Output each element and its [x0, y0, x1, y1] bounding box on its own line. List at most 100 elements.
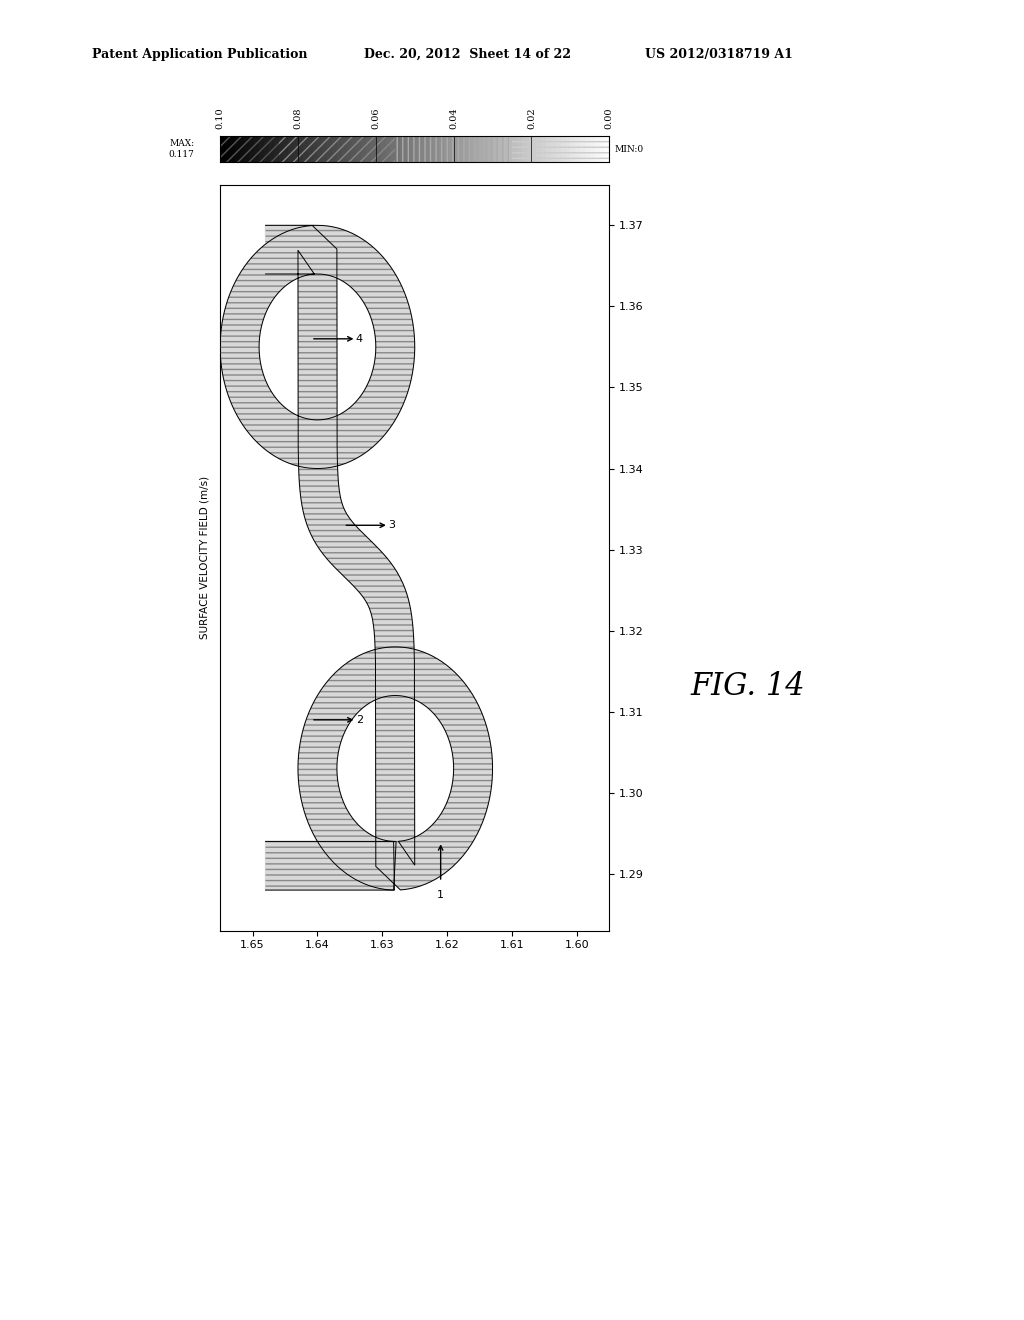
- Bar: [395, 136, 400, 162]
- Bar: [346, 136, 351, 162]
- Bar: [604, 136, 609, 162]
- Bar: [404, 136, 410, 162]
- Bar: [410, 136, 415, 162]
- Bar: [434, 136, 439, 162]
- Bar: [585, 136, 590, 162]
- Bar: [556, 136, 561, 162]
- Text: 3: 3: [388, 520, 395, 531]
- Bar: [537, 136, 542, 162]
- Bar: [298, 136, 303, 162]
- Bar: [317, 136, 323, 162]
- Bar: [356, 136, 361, 162]
- Bar: [273, 136, 279, 162]
- Bar: [429, 136, 434, 162]
- Bar: [289, 136, 293, 162]
- Bar: [371, 136, 376, 162]
- Bar: [220, 136, 225, 162]
- Bar: [517, 136, 522, 162]
- Bar: [376, 136, 381, 162]
- Text: MAX:
0.117: MAX: 0.117: [169, 140, 195, 158]
- Bar: [454, 136, 459, 162]
- Bar: [522, 136, 526, 162]
- Bar: [541, 136, 546, 162]
- Bar: [351, 136, 356, 162]
- Bar: [268, 136, 273, 162]
- Bar: [493, 136, 498, 162]
- Text: 0.06: 0.06: [372, 108, 380, 129]
- Y-axis label: SURFACE VELOCITY FIELD (m/s): SURFACE VELOCITY FIELD (m/s): [199, 477, 209, 639]
- Bar: [385, 136, 390, 162]
- Bar: [502, 136, 507, 162]
- Bar: [400, 136, 406, 162]
- Text: 0.00: 0.00: [605, 108, 613, 129]
- Bar: [570, 136, 575, 162]
- Text: 1: 1: [437, 890, 444, 900]
- Bar: [483, 136, 487, 162]
- Bar: [395, 136, 512, 162]
- Bar: [361, 136, 367, 162]
- Bar: [337, 136, 342, 162]
- Bar: [342, 136, 346, 162]
- Bar: [459, 136, 463, 162]
- Bar: [565, 136, 570, 162]
- Bar: [512, 136, 609, 162]
- Text: 0.04: 0.04: [450, 108, 458, 129]
- Bar: [478, 136, 483, 162]
- Bar: [303, 136, 307, 162]
- Bar: [590, 136, 595, 162]
- Bar: [531, 136, 537, 162]
- Bar: [487, 136, 493, 162]
- Bar: [323, 136, 328, 162]
- Bar: [328, 136, 332, 162]
- Bar: [250, 136, 254, 162]
- Bar: [264, 136, 268, 162]
- Bar: [420, 136, 424, 162]
- Text: Dec. 20, 2012  Sheet 14 of 22: Dec. 20, 2012 Sheet 14 of 22: [364, 48, 570, 61]
- Bar: [444, 136, 449, 162]
- Bar: [381, 136, 386, 162]
- Bar: [254, 136, 259, 162]
- Bar: [225, 136, 229, 162]
- Bar: [390, 136, 395, 162]
- Bar: [468, 136, 473, 162]
- Bar: [415, 136, 420, 162]
- Bar: [240, 136, 245, 162]
- Bar: [424, 136, 429, 162]
- Bar: [498, 136, 502, 162]
- Bar: [293, 136, 298, 162]
- Bar: [332, 136, 337, 162]
- Bar: [279, 136, 284, 162]
- Bar: [234, 136, 240, 162]
- Bar: [595, 136, 600, 162]
- Text: 0.10: 0.10: [216, 108, 224, 129]
- Bar: [259, 136, 264, 162]
- Bar: [279, 136, 395, 162]
- Text: 2: 2: [355, 715, 362, 725]
- Text: 0.02: 0.02: [527, 108, 536, 129]
- Bar: [580, 136, 585, 162]
- Bar: [512, 136, 517, 162]
- Bar: [546, 136, 551, 162]
- Text: MIN:0: MIN:0: [614, 145, 643, 153]
- Text: US 2012/0318719 A1: US 2012/0318719 A1: [645, 48, 793, 61]
- Bar: [551, 136, 556, 162]
- Polygon shape: [220, 226, 493, 890]
- Bar: [245, 136, 250, 162]
- Text: 0.08: 0.08: [294, 108, 302, 129]
- Bar: [473, 136, 478, 162]
- Bar: [526, 136, 531, 162]
- Bar: [507, 136, 512, 162]
- Bar: [307, 136, 312, 162]
- Bar: [284, 136, 289, 162]
- Bar: [449, 136, 454, 162]
- Bar: [561, 136, 565, 162]
- Text: 4: 4: [355, 334, 362, 343]
- Text: FIG. 14: FIG. 14: [690, 671, 805, 702]
- Bar: [463, 136, 468, 162]
- Bar: [220, 136, 279, 162]
- Bar: [439, 136, 443, 162]
- Text: Patent Application Publication: Patent Application Publication: [92, 48, 307, 61]
- Bar: [367, 136, 371, 162]
- Bar: [600, 136, 604, 162]
- Bar: [312, 136, 317, 162]
